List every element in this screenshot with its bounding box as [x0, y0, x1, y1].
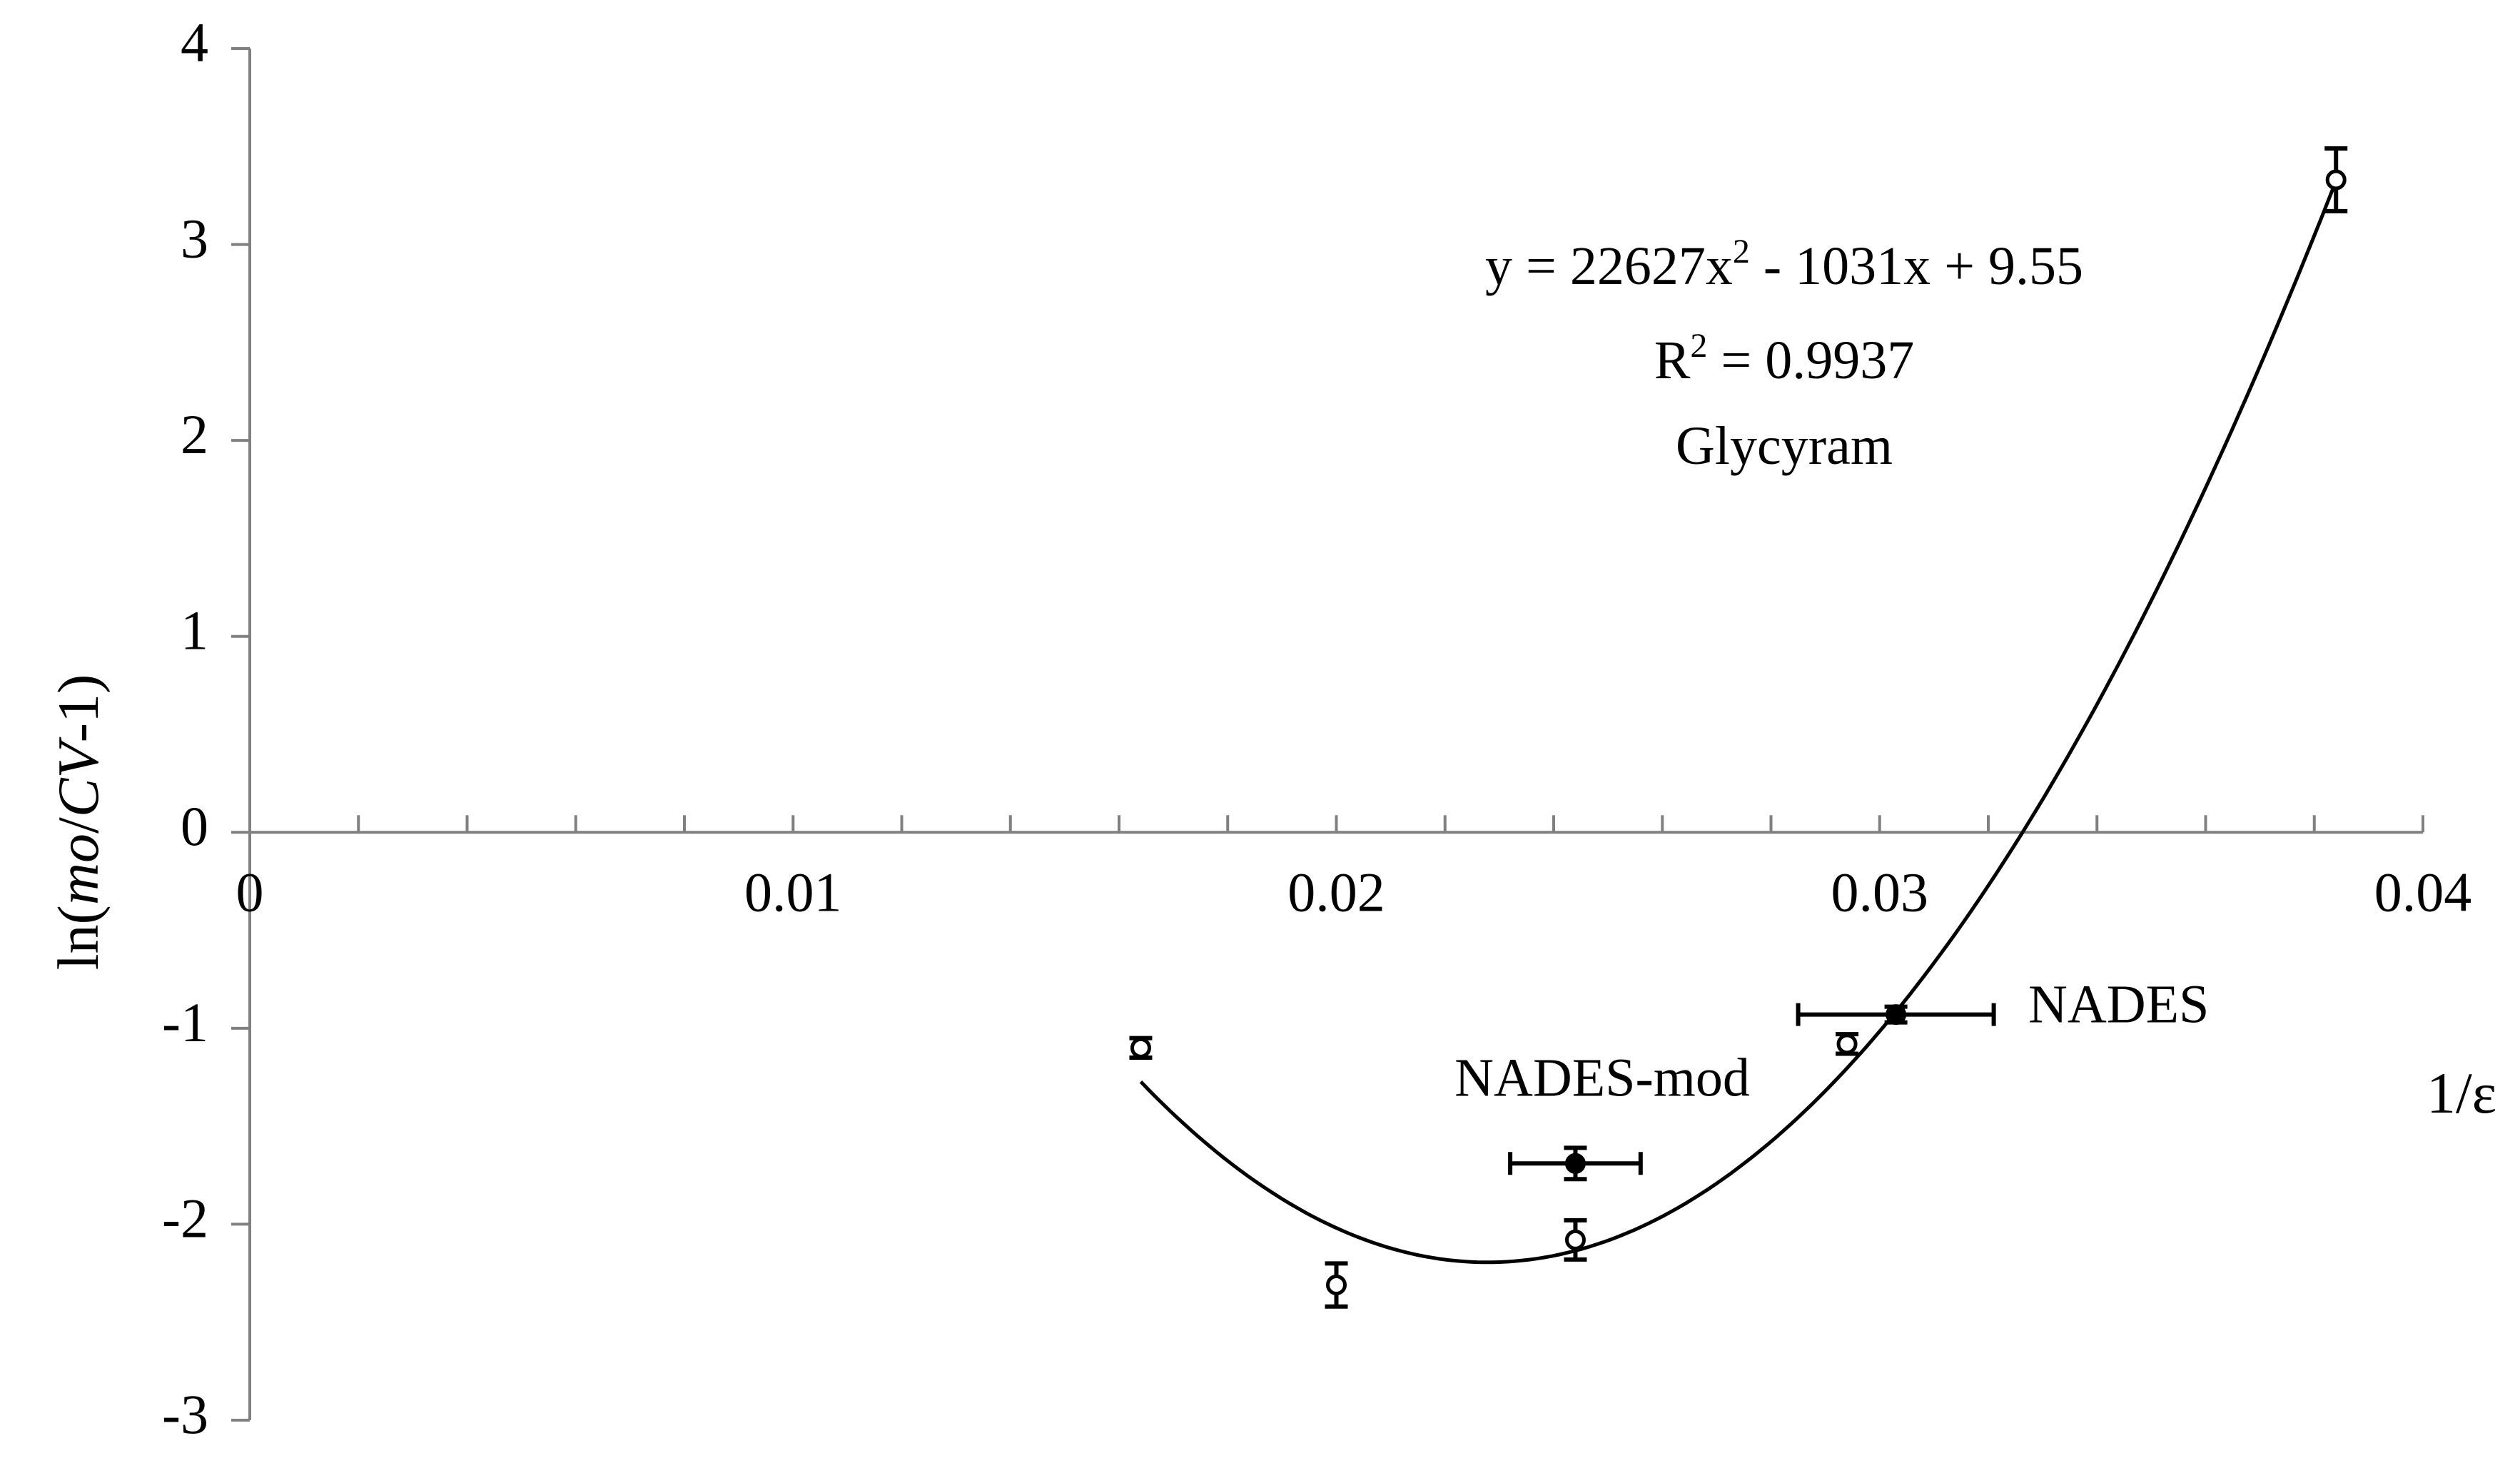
- data-point-open: [2325, 169, 2347, 191]
- y-axis-title: ln(mo/CV-1): [46, 674, 111, 971]
- data-point-open: [1564, 1229, 1586, 1250]
- data-point-open: [1326, 1275, 1347, 1296]
- trendline-equation: y = 22627x2 - 1031x + 9.55: [1485, 233, 2083, 296]
- data-point-group: [1796, 1003, 1996, 1026]
- y-tick-label: 2: [181, 403, 208, 465]
- data-point-group: [1325, 1261, 1348, 1309]
- y-tick-label: 3: [181, 207, 208, 269]
- x-axis-title: 1/ε: [2427, 1060, 2496, 1125]
- x-tick-label: 0.04: [2374, 861, 2472, 923]
- trendline-name: Glycyram: [1676, 416, 1893, 476]
- axes: 4 3 2 1 0 -1 -2 -3 0 0.01 0.02 0.03 0.04: [162, 11, 2471, 1445]
- y-tick-label: -3: [162, 1383, 208, 1445]
- y-tick-label: 0: [181, 795, 208, 857]
- trendline-curve: [1139, 180, 2338, 1265]
- y-tick-label: -1: [162, 991, 208, 1053]
- point-label-nades: NADES: [2028, 974, 2209, 1034]
- data-point-filled: [1564, 1153, 1586, 1174]
- data-point-group: [2324, 146, 2348, 213]
- y-tick-label: 1: [181, 599, 208, 662]
- x-tick-label: 0.02: [1287, 861, 1385, 923]
- data-point-group: [1129, 1036, 1153, 1060]
- data-points-layer: [1129, 146, 2348, 1309]
- y-tick-label: -2: [162, 1187, 208, 1249]
- x-tick-label: 0.03: [1831, 861, 1929, 923]
- trendline-layer: [1139, 180, 2338, 1265]
- x-tick-label: 0.01: [744, 861, 842, 923]
- point-label-nades-mod: NADES-mod: [1454, 1048, 1750, 1108]
- data-point-open: [1130, 1037, 1151, 1058]
- trendline-r-squared: R2 = 0.9937: [1654, 327, 1915, 390]
- data-point-open: [1836, 1033, 1858, 1055]
- y-tick-label: 4: [181, 11, 208, 74]
- data-point-group: [1564, 1217, 1587, 1262]
- x-tick-label: 0: [236, 861, 264, 923]
- data-point-group: [1508, 1145, 1643, 1182]
- data-point-group: [1836, 1032, 1859, 1056]
- data-point-filled: [1886, 1004, 1907, 1026]
